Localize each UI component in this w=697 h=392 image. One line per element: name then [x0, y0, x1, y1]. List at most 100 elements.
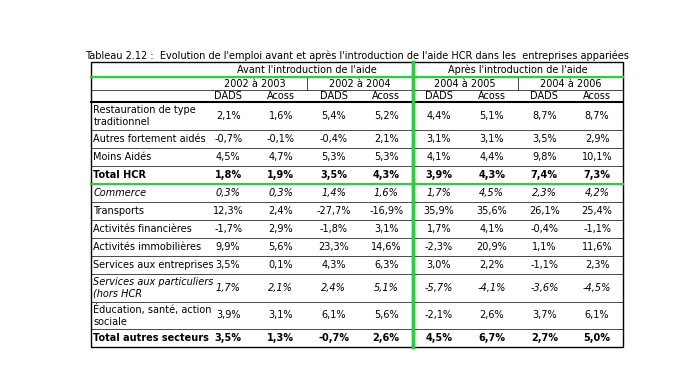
Text: Commerce: Commerce — [93, 188, 146, 198]
Text: 5,0%: 5,0% — [583, 333, 611, 343]
Text: 5,1%: 5,1% — [374, 283, 399, 293]
Text: 2,1%: 2,1% — [216, 111, 240, 121]
Text: Activités immobilières: Activités immobilières — [93, 242, 201, 252]
Text: Autres fortement aidés: Autres fortement aidés — [93, 134, 206, 144]
Text: -1,8%: -1,8% — [319, 224, 348, 234]
Text: 4,5%: 4,5% — [480, 188, 504, 198]
Text: -0,1%: -0,1% — [267, 134, 295, 144]
Text: DADS: DADS — [320, 91, 348, 101]
Text: traditionnel: traditionnel — [93, 117, 150, 127]
Text: 5,3%: 5,3% — [374, 152, 399, 162]
Text: 7,4%: 7,4% — [531, 170, 558, 180]
Text: 2,1%: 2,1% — [268, 283, 293, 293]
Text: 2,2%: 2,2% — [480, 260, 504, 270]
Text: 2,1%: 2,1% — [374, 134, 399, 144]
Text: Après l'introduction de l'aide: Après l'introduction de l'aide — [448, 65, 588, 75]
Text: 1,8%: 1,8% — [215, 170, 242, 180]
Text: 20,9%: 20,9% — [476, 242, 507, 252]
Text: 2,4%: 2,4% — [321, 283, 346, 293]
Text: -1,1%: -1,1% — [583, 224, 611, 234]
Text: 2,4%: 2,4% — [268, 206, 293, 216]
Text: 2,3%: 2,3% — [585, 260, 609, 270]
Text: 4,5%: 4,5% — [425, 333, 452, 343]
Text: 1,1%: 1,1% — [532, 242, 557, 252]
Text: 6,1%: 6,1% — [585, 310, 609, 321]
Text: Services aux particuliers: Services aux particuliers — [93, 277, 214, 287]
Text: 3,5%: 3,5% — [215, 333, 242, 343]
Text: 5,6%: 5,6% — [374, 310, 399, 321]
Text: -0,4%: -0,4% — [530, 224, 558, 234]
Text: -4,1%: -4,1% — [477, 283, 506, 293]
Text: DADS: DADS — [530, 91, 558, 101]
Text: 12,3%: 12,3% — [213, 206, 243, 216]
Text: 35,9%: 35,9% — [424, 206, 454, 216]
Text: 3,5%: 3,5% — [320, 170, 347, 180]
Text: Acoss: Acoss — [267, 91, 295, 101]
Text: 9,8%: 9,8% — [532, 152, 557, 162]
Text: Services aux entreprises: Services aux entreprises — [93, 260, 214, 270]
Text: 2004 à 2006: 2004 à 2006 — [540, 79, 602, 89]
Text: 5,3%: 5,3% — [321, 152, 346, 162]
Text: 8,7%: 8,7% — [532, 111, 557, 121]
Text: Transports: Transports — [93, 206, 144, 216]
Text: Éducation, santé, action: Éducation, santé, action — [93, 305, 212, 316]
Text: 3,1%: 3,1% — [374, 224, 399, 234]
Text: 10,1%: 10,1% — [582, 152, 613, 162]
Text: 0,3%: 0,3% — [268, 188, 293, 198]
Text: 3,9%: 3,9% — [425, 170, 452, 180]
Text: Tableau 2.12 :  Evolution de l'emploi avant et après l'introduction de l'aide HC: Tableau 2.12 : Evolution de l'emploi ava… — [85, 50, 629, 61]
Text: 1,7%: 1,7% — [215, 283, 240, 293]
Text: Acoss: Acoss — [372, 91, 400, 101]
Text: 1,9%: 1,9% — [268, 170, 294, 180]
Text: -3,6%: -3,6% — [530, 283, 558, 293]
Text: 25,4%: 25,4% — [581, 206, 613, 216]
Text: 3,0%: 3,0% — [427, 260, 451, 270]
Text: 35,6%: 35,6% — [476, 206, 507, 216]
Text: 5,6%: 5,6% — [268, 242, 293, 252]
Text: 3,5%: 3,5% — [532, 134, 557, 144]
Text: 1,4%: 1,4% — [321, 188, 346, 198]
Text: 1,3%: 1,3% — [268, 333, 294, 343]
Text: -0,7%: -0,7% — [214, 134, 242, 144]
Text: -2,3%: -2,3% — [425, 242, 453, 252]
Text: 6,1%: 6,1% — [321, 310, 346, 321]
Text: 9,9%: 9,9% — [216, 242, 240, 252]
Text: 3,7%: 3,7% — [532, 310, 557, 321]
Text: 3,9%: 3,9% — [216, 310, 240, 321]
Text: 5,4%: 5,4% — [321, 111, 346, 121]
Text: 23,3%: 23,3% — [318, 242, 349, 252]
Text: 3,1%: 3,1% — [268, 310, 293, 321]
Text: -0,7%: -0,7% — [318, 333, 349, 343]
Text: 2,9%: 2,9% — [268, 224, 293, 234]
Text: DADS: DADS — [425, 91, 453, 101]
Text: 26,1%: 26,1% — [529, 206, 560, 216]
Text: 5,1%: 5,1% — [480, 111, 504, 121]
Text: 4,7%: 4,7% — [268, 152, 293, 162]
Text: 5,2%: 5,2% — [374, 111, 399, 121]
Text: 14,6%: 14,6% — [371, 242, 401, 252]
Text: 2,3%: 2,3% — [532, 188, 557, 198]
Text: 4,3%: 4,3% — [321, 260, 346, 270]
Text: -5,7%: -5,7% — [424, 283, 453, 293]
Text: 2,7%: 2,7% — [531, 333, 558, 343]
Text: -1,7%: -1,7% — [214, 224, 242, 234]
Text: 3,5%: 3,5% — [216, 260, 240, 270]
Text: 4,4%: 4,4% — [427, 111, 451, 121]
Text: -4,5%: -4,5% — [583, 283, 611, 293]
Text: 2,6%: 2,6% — [480, 310, 504, 321]
Text: -0,4%: -0,4% — [319, 134, 348, 144]
Text: 2,9%: 2,9% — [585, 134, 609, 144]
Text: Total autres secteurs: Total autres secteurs — [93, 333, 209, 343]
Text: Restauration de type: Restauration de type — [93, 105, 196, 115]
Text: (hors HCR: (hors HCR — [93, 289, 142, 299]
Text: 3,1%: 3,1% — [427, 134, 451, 144]
Text: 2002 à 2004: 2002 à 2004 — [329, 79, 391, 89]
Text: -2,1%: -2,1% — [425, 310, 453, 321]
Text: 1,7%: 1,7% — [427, 188, 452, 198]
Text: 8,7%: 8,7% — [585, 111, 609, 121]
Text: Moins Aidés: Moins Aidés — [93, 152, 151, 162]
Text: 2002 à 2003: 2002 à 2003 — [224, 79, 285, 89]
Text: 4,3%: 4,3% — [478, 170, 505, 180]
Text: sociale: sociale — [93, 317, 127, 327]
Text: 4,2%: 4,2% — [585, 188, 609, 198]
